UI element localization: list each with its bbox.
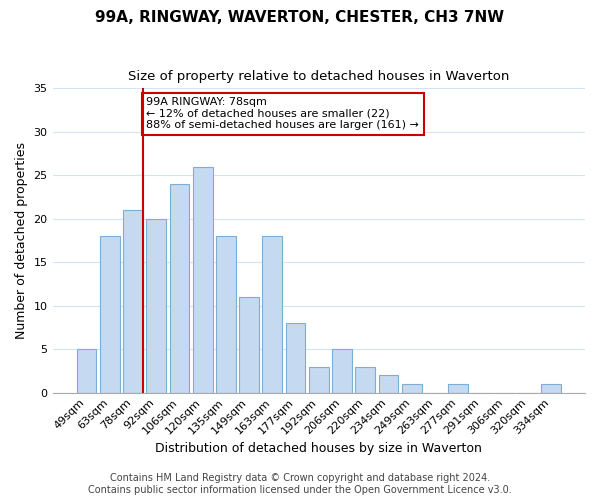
Bar (332, 349, 352, 393)
Bar (239, 297, 259, 392)
Text: 99A, RINGWAY, WAVERTON, CHESTER, CH3 7NW: 99A, RINGWAY, WAVERTON, CHESTER, CH3 7NW (95, 10, 505, 25)
Bar (170, 184, 190, 392)
Bar (379, 375, 398, 392)
Title: Size of property relative to detached houses in Waverton: Size of property relative to detached ho… (128, 70, 509, 83)
Bar (355, 366, 375, 392)
Text: Contains HM Land Registry data © Crown copyright and database right 2024.
Contai: Contains HM Land Registry data © Crown c… (88, 474, 512, 495)
Bar (123, 210, 143, 392)
Bar (146, 218, 166, 392)
Bar (402, 384, 422, 392)
Bar (448, 384, 468, 392)
Bar (309, 366, 329, 392)
Bar (100, 236, 119, 392)
Bar (286, 323, 305, 392)
Bar (541, 384, 561, 392)
Bar (77, 349, 97, 393)
Text: 99A RINGWAY: 78sqm
← 12% of detached houses are smaller (22)
88% of semi-detache: 99A RINGWAY: 78sqm ← 12% of detached hou… (146, 97, 419, 130)
Bar (216, 236, 236, 392)
Bar (262, 236, 282, 392)
Y-axis label: Number of detached properties: Number of detached properties (15, 142, 28, 339)
Bar (193, 166, 212, 392)
X-axis label: Distribution of detached houses by size in Waverton: Distribution of detached houses by size … (155, 442, 482, 455)
